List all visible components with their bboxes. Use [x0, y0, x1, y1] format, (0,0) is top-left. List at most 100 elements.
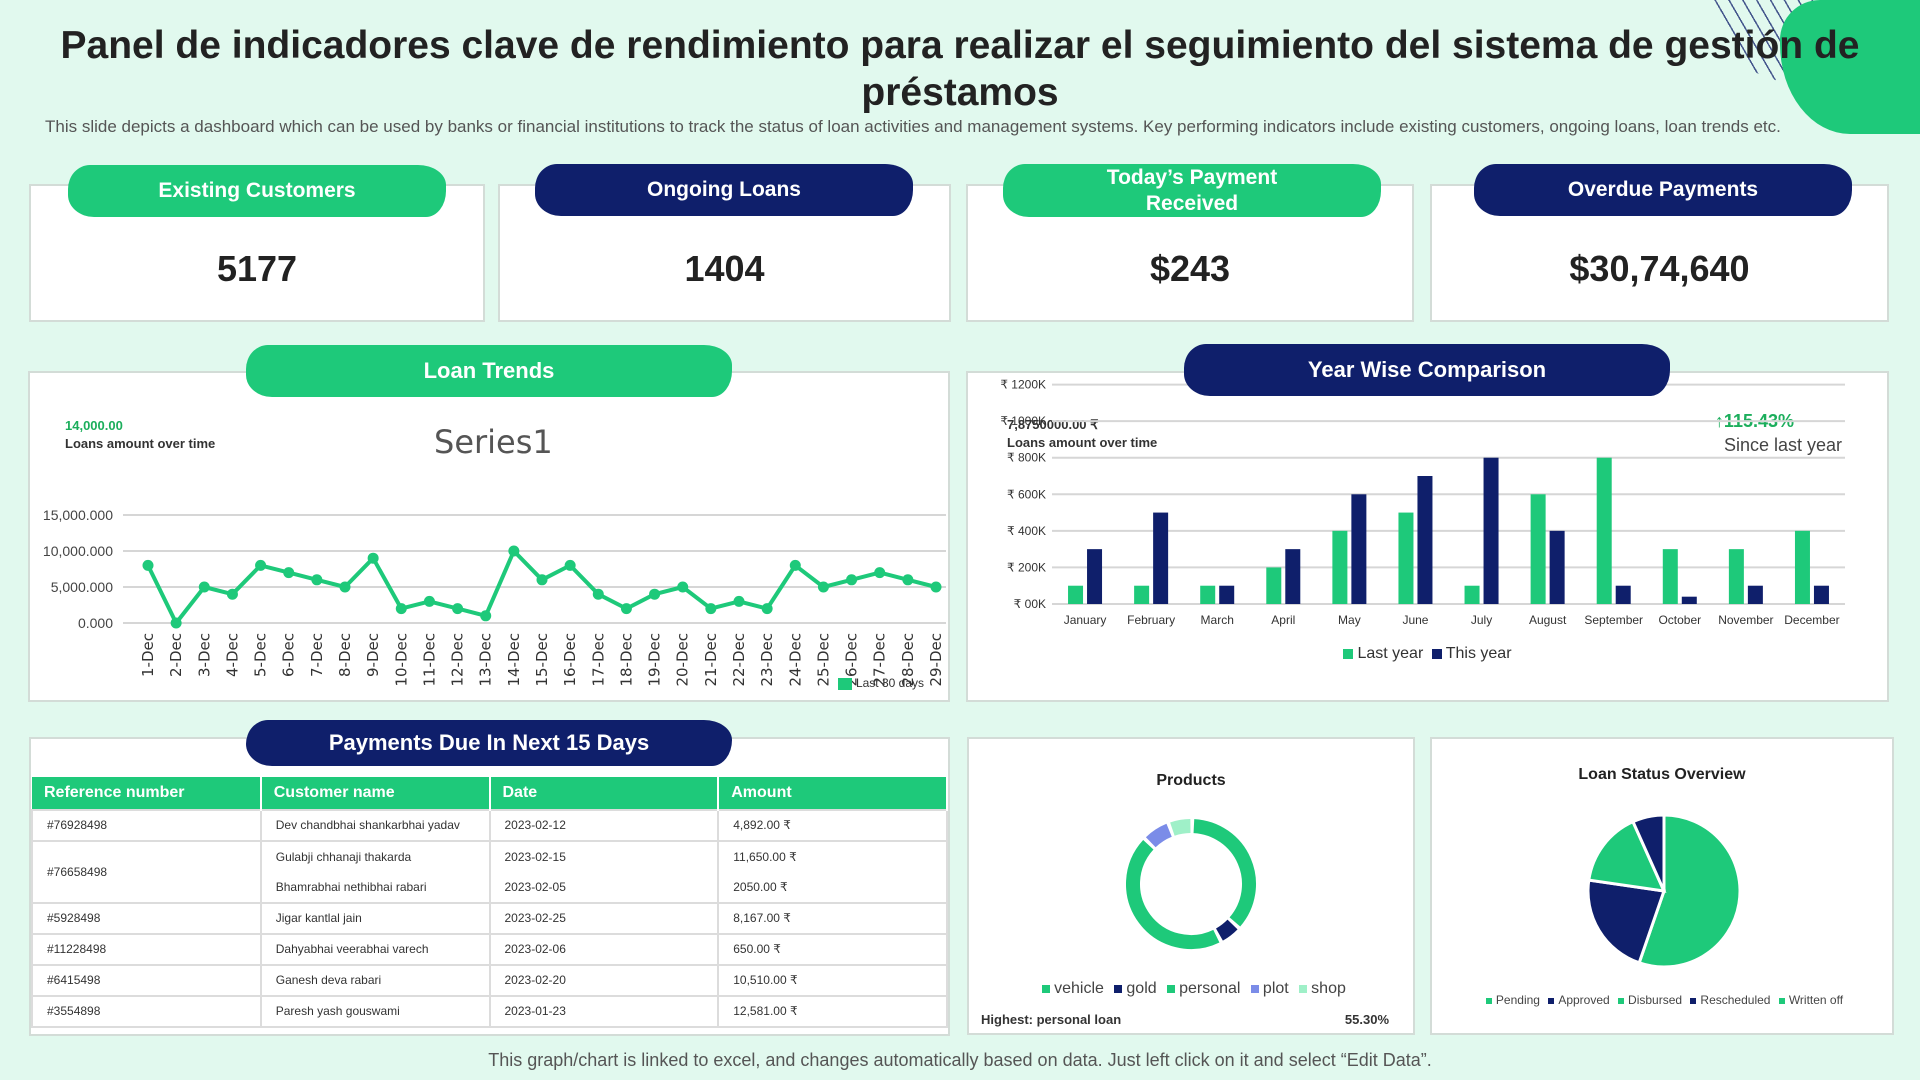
- payments-due-panel: Reference number Customer name Date Amou…: [29, 737, 950, 1036]
- cell-reference: #5928498: [31, 902, 262, 935]
- data-point[interactable]: [874, 567, 886, 579]
- loan-status-title: Loan Status Overview: [1578, 766, 1746, 783]
- bar-this-year[interactable]: [1483, 457, 1499, 604]
- bar-this-year[interactable]: [1681, 596, 1697, 604]
- bar-this-year[interactable]: [1219, 585, 1235, 604]
- year-wise-highlight-label: Loans amount over time: [1007, 435, 1158, 450]
- bar-last-year[interactable]: [1530, 494, 1546, 604]
- legend-label: shop: [1311, 980, 1346, 997]
- data-point[interactable]: [423, 595, 435, 607]
- data-point[interactable]: [930, 581, 942, 593]
- data-point[interactable]: [817, 581, 829, 593]
- kpi-label-overdue-payments: Overdue Payments: [1474, 164, 1852, 216]
- data-point[interactable]: [255, 559, 267, 571]
- cell-customer: Dahyabhai veerabhai varech: [259, 933, 491, 966]
- bar-last-year[interactable]: [1464, 585, 1480, 604]
- data-point[interactable]: [226, 588, 238, 600]
- legend-swatch-personal: [1167, 984, 1176, 993]
- data-point[interactable]: [395, 603, 407, 615]
- data-point[interactable]: [677, 581, 689, 593]
- column-header-customer[interactable]: Customer name: [260, 777, 491, 810]
- kpi-value: 5177: [216, 248, 298, 289]
- cell-customer: Ganesh deva rabari: [259, 964, 491, 997]
- data-point[interactable]: [846, 574, 858, 586]
- data-point[interactable]: [592, 588, 604, 600]
- bar-this-year[interactable]: [1285, 549, 1301, 604]
- products-donut-chart[interactable]: [969, 739, 1417, 1037]
- x-tick-label: 20-Dec: [674, 633, 692, 687]
- y-tick-label: ₹ 600K: [1007, 487, 1046, 501]
- data-point[interactable]: [480, 610, 492, 622]
- bar-this-year[interactable]: [1087, 549, 1103, 604]
- table-row[interactable]: #5928498 Jigar kantlal jain 2023-02-25 8,16…: [31, 902, 948, 935]
- data-point[interactable]: [705, 603, 717, 615]
- cell-amount: 8,167.00 ₹: [717, 902, 948, 935]
- kpi-label-todays-payment: Today’s Payment Received: [1003, 164, 1381, 217]
- donut-segment-plot[interactable]: [1145, 823, 1173, 848]
- bar-last-year[interactable]: [1662, 549, 1678, 604]
- bar-last-year[interactable]: [1134, 585, 1150, 604]
- loan-trends-series-title: Series1: [434, 423, 553, 461]
- table-row[interactable]: #6415498 Ganesh deva rabari 2023-02-20 10,5…: [31, 964, 948, 997]
- data-point[interactable]: [339, 581, 351, 593]
- pie-slice-approved[interactable]: [1586, 878, 1667, 965]
- bar-this-year[interactable]: [1813, 585, 1829, 604]
- bar-last-year[interactable]: [1200, 585, 1216, 604]
- data-point[interactable]: [508, 545, 520, 557]
- bar-last-year[interactable]: [1266, 567, 1282, 604]
- column-header-amount[interactable]: Amount: [718, 777, 948, 810]
- donut-segment-personal[interactable]: [1126, 839, 1220, 949]
- data-point[interactable]: [620, 603, 632, 615]
- bar-this-year[interactable]: [1153, 512, 1169, 604]
- table-row[interactable]: #3554898 Paresh yash gouswami 2023-01-23 12…: [31, 995, 948, 1028]
- cell-amount: 10,510.00 ₹: [717, 964, 948, 997]
- bar-this-year[interactable]: [1615, 585, 1631, 604]
- bar-last-year[interactable]: [1596, 457, 1612, 604]
- data-point[interactable]: [564, 559, 576, 571]
- legend-swatch-this-year: [1431, 648, 1442, 659]
- bar-last-year[interactable]: [1398, 512, 1414, 604]
- table-row[interactable]: #76928498 Dev chandbhai shankarbhai yadav…: [31, 809, 948, 842]
- data-point[interactable]: [283, 567, 295, 579]
- column-header-reference[interactable]: Reference number: [32, 777, 262, 810]
- bar-this-year[interactable]: [1417, 476, 1433, 604]
- footer-note: This graph/chart is linked to excel, and…: [488, 1050, 1432, 1070]
- data-point[interactable]: [789, 559, 801, 571]
- donut-segment-shop[interactable]: [1170, 819, 1191, 836]
- pie-slice-disbursed[interactable]: [1587, 819, 1667, 893]
- bar-last-year[interactable]: [1332, 530, 1348, 604]
- data-point[interactable]: [170, 617, 182, 629]
- bar-last-year[interactable]: [1794, 530, 1810, 604]
- bar-this-year[interactable]: [1351, 494, 1367, 604]
- bar-this-year[interactable]: [1747, 585, 1763, 604]
- table-row[interactable]: #11228498 Dahyabhai veerabhai varech 2023-…: [31, 933, 948, 966]
- data-point[interactable]: [761, 603, 773, 615]
- x-tick-label: July: [1471, 613, 1492, 627]
- x-tick-label: 21-Dec: [702, 633, 720, 687]
- table-row[interactable]: #76658498 Gulabji chhanaji thakarda Bhamra…: [31, 840, 948, 904]
- donut-segment-gold[interactable]: [1215, 919, 1238, 941]
- data-point[interactable]: [142, 559, 154, 571]
- x-tick-label: 25-Dec: [814, 633, 832, 687]
- data-point[interactable]: [311, 574, 323, 586]
- cell-date: 2023-02-06: [488, 933, 720, 966]
- bar-last-year[interactable]: [1068, 585, 1084, 604]
- donut-segment-vehicle[interactable]: [1193, 819, 1256, 927]
- data-point[interactable]: [367, 552, 379, 564]
- loan-status-pie-chart[interactable]: [1432, 739, 1896, 1037]
- data-point[interactable]: [733, 595, 745, 607]
- legend-label: gold: [1126, 980, 1157, 997]
- column-header-date[interactable]: Date: [489, 777, 720, 810]
- data-point[interactable]: [536, 574, 548, 586]
- bar-this-year[interactable]: [1549, 530, 1565, 604]
- data-point[interactable]: [902, 574, 914, 586]
- data-point[interactable]: [452, 603, 464, 615]
- loan-trends-line-chart[interactable]: 0.000 5,000.000 10,000.000 15,000.000 1-Dec 2…: [30, 373, 952, 704]
- data-point[interactable]: [649, 588, 661, 600]
- x-tick-label: March: [1201, 613, 1234, 627]
- year-wise-bar-chart[interactable]: ₹ 00K ₹ 200K ₹ 400K ₹ 600K ₹ 800K ₹ 1000K ₹ 12…: [968, 373, 1891, 704]
- pie-slice-rescheduled[interactable]: [1630, 813, 1666, 892]
- legend-swatch-last-year: [1343, 648, 1354, 659]
- data-point[interactable]: [198, 581, 210, 593]
- bar-last-year[interactable]: [1728, 549, 1744, 604]
